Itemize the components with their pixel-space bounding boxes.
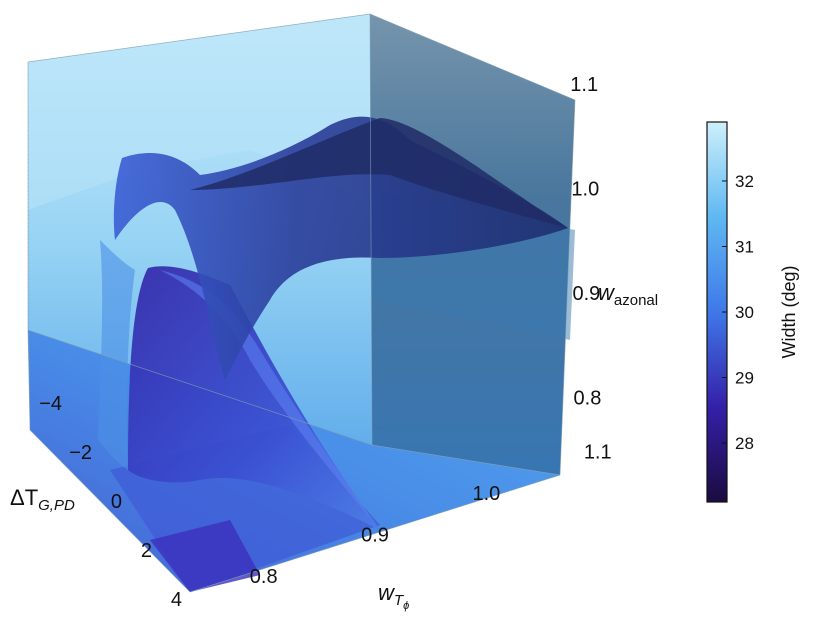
z-axis-tick-label: 0.9 <box>572 283 600 305</box>
y-axis-label-subsub: ϕ <box>403 600 409 612</box>
colorbar-tick-label: 28 <box>735 434 754 453</box>
isosurface-upper-fold <box>190 118 568 228</box>
isosurface-curtain <box>98 240 135 470</box>
z-axis-ticks: 0.8 0.9 1.0 1.1 <box>570 74 601 410</box>
x-axis-tick-label: 2 <box>141 540 152 562</box>
isosurface-lower <box>128 266 380 530</box>
y-axis-tick-label: 0.9 <box>361 525 389 547</box>
colorbar-tick-label: 29 <box>735 369 754 388</box>
z-axis-label: wazonal <box>598 280 658 309</box>
y-axis-tick-label: 1.1 <box>584 441 612 463</box>
x-axis-label-sub: G,PD <box>38 497 75 514</box>
floor-contour-lowest <box>150 520 260 592</box>
y-axis-tick-label: 0.8 <box>250 566 278 588</box>
z-axis-tick-label: 1.1 <box>570 74 598 96</box>
plot-volume <box>27 13 576 593</box>
y-axis-label: wTϕ <box>378 580 409 612</box>
x-axis-tick-label: 0 <box>111 491 122 513</box>
x-axis-label-main: ΔT <box>10 485 38 510</box>
y-axis-ticks: 0.8 0.9 1.0 1.1 <box>250 441 612 588</box>
x-axis-tick-label: −4 <box>39 393 62 415</box>
colorbar-tick-label: 31 <box>735 237 754 256</box>
x-axis-label: ΔTG,PD <box>10 485 75 514</box>
z-axis-label-sub: azonal <box>614 292 658 309</box>
colorbar-ticks: 28 29 30 31 32 <box>722 172 754 453</box>
z-axis-tick-label: 0.8 <box>574 388 602 410</box>
x-axis-tick-label: −2 <box>69 442 92 464</box>
box-edges <box>27 13 576 593</box>
colorbar: 28 29 30 31 32 Width (deg) <box>706 121 799 503</box>
colorbar-tick-label: 32 <box>735 172 754 191</box>
y-axis-label-main: w <box>378 580 396 605</box>
y-axis-label-sub: T <box>394 592 405 609</box>
x-axis-tick-label: 4 <box>171 589 182 611</box>
z-axis-tick-label: 1.0 <box>571 179 599 201</box>
colorbar-tick-label: 30 <box>735 303 754 322</box>
y-axis-tick-label: 1.0 <box>472 483 500 505</box>
colorbar-label: Width (deg) <box>779 265 799 358</box>
x-axis-ticks: −4 −2 0 2 4 <box>39 393 182 611</box>
z-axis-label-main: w <box>598 280 616 305</box>
